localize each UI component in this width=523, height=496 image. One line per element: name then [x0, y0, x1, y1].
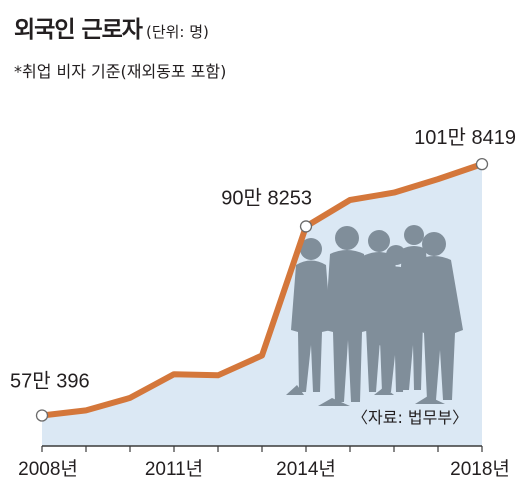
- unit-label: (단위: 명): [145, 23, 209, 41]
- x-tick-label: 2008년: [18, 458, 78, 480]
- person-figure: [415, 232, 463, 404]
- highlight-markers: [35, 157, 489, 422]
- data-line: [39, 161, 485, 419]
- x-tick-label: 2014년: [276, 458, 336, 480]
- data-point-marker: [475, 157, 489, 171]
- data-label: 101만 8419: [414, 126, 516, 149]
- person-figure: [318, 226, 370, 406]
- person-figure: [286, 238, 331, 395]
- x-tick-labels: 2008년 2011년 2014년 2018년: [18, 458, 510, 480]
- chart-title: 외국인 근로자: [14, 17, 143, 43]
- data-point-marker: [35, 409, 49, 422]
- data-label: 57만 396: [10, 369, 90, 392]
- source-note: 〈자료: 법무부〉: [352, 408, 469, 427]
- data-annotations: 57만 396 90만 8253 101만 8419: [10, 126, 516, 392]
- data-label: 90만 8253: [221, 186, 312, 209]
- chart-subtitle: *취업 비자 기준(재외동포 포함): [14, 62, 227, 81]
- workers-silhouette-illustration: [286, 225, 463, 406]
- chart-title-block: 외국인 근로자 (단위: 명): [14, 10, 209, 44]
- x-tick-label: 2011년: [145, 458, 203, 480]
- x-tick-label: 2018년: [450, 458, 510, 480]
- data-point-marker: [299, 220, 313, 233]
- x-axis-ticks: [41, 446, 483, 452]
